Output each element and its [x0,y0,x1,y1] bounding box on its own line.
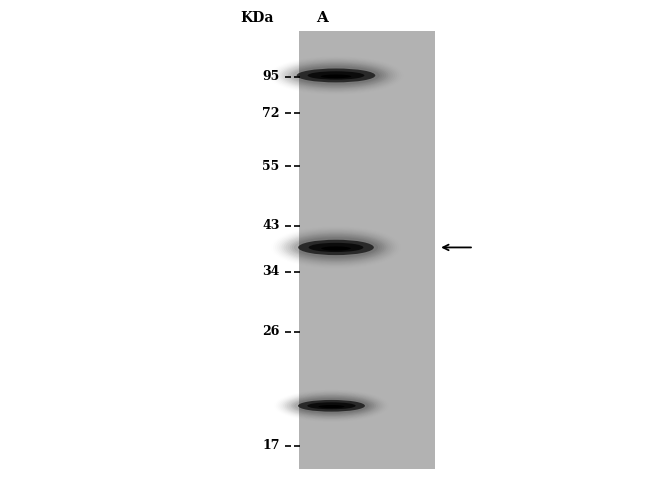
Ellipse shape [309,243,363,252]
Text: KDa: KDa [240,11,274,25]
Ellipse shape [290,65,382,86]
Ellipse shape [307,71,365,79]
Ellipse shape [292,236,380,259]
Ellipse shape [320,74,351,78]
Ellipse shape [291,396,372,415]
Ellipse shape [288,64,384,87]
Ellipse shape [298,400,365,412]
Ellipse shape [292,397,370,415]
Ellipse shape [294,398,369,414]
Text: 95: 95 [263,71,280,83]
Ellipse shape [318,405,344,408]
Text: 34: 34 [263,265,280,278]
Text: 72: 72 [262,107,279,120]
Text: 55: 55 [263,160,280,172]
Ellipse shape [307,402,356,409]
Ellipse shape [296,69,375,82]
Bar [299,30,435,469]
Text: 43: 43 [263,219,280,232]
Ellipse shape [298,240,374,255]
Text: 17: 17 [262,439,279,452]
Text: A: A [316,11,328,25]
Ellipse shape [294,237,378,258]
Ellipse shape [290,235,382,260]
Ellipse shape [321,246,351,250]
Text: 26: 26 [263,325,280,338]
Ellipse shape [292,66,380,85]
